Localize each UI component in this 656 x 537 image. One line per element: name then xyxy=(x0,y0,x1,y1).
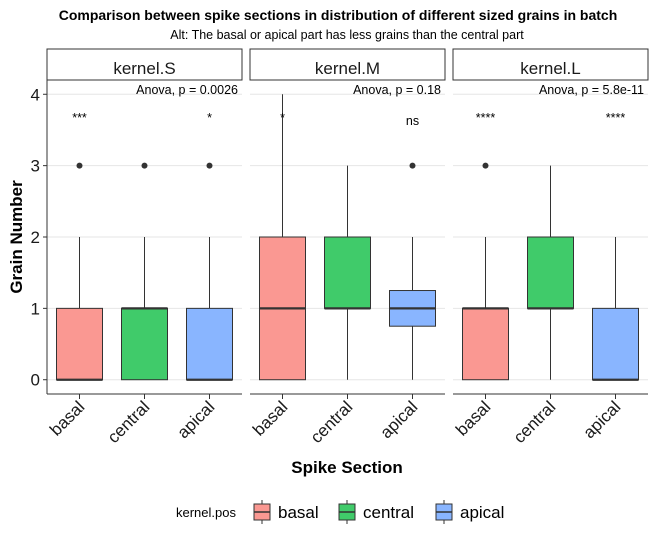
x-tick-label: apical xyxy=(173,397,218,442)
outlier-point xyxy=(206,162,213,169)
outlier-point xyxy=(141,162,148,169)
legend-label-central: central xyxy=(363,503,414,522)
y-tick-label: 1 xyxy=(31,299,40,318)
facet-label: kernel.L xyxy=(520,59,580,78)
facet-strip xyxy=(46,48,243,81)
y-tick-label: 2 xyxy=(31,228,40,247)
x-tick-label: basal xyxy=(249,397,291,439)
y-tick-label: 3 xyxy=(31,157,40,176)
box-basal xyxy=(56,307,103,381)
anova-label: Anova, p = 5.8e-11 xyxy=(539,83,644,97)
x-tick-label: basal xyxy=(452,397,494,439)
significance-label: *** xyxy=(72,111,87,125)
box-central xyxy=(527,236,574,309)
significance-label: **** xyxy=(606,111,626,125)
y-tick-label: 4 xyxy=(31,85,40,104)
facet-label: kernel.S xyxy=(113,59,175,78)
box-central xyxy=(121,307,168,381)
x-tick-label: basal xyxy=(46,397,88,439)
significance-label: * xyxy=(207,111,212,125)
outlier-point xyxy=(409,162,416,169)
box-central xyxy=(324,236,371,309)
box-apical xyxy=(592,307,639,381)
facet-strip xyxy=(249,48,446,81)
facets: kernel.S Anova, p = 0.0026 basal *** central… xyxy=(31,48,649,447)
x-tick-label: central xyxy=(307,397,357,447)
outlier-point xyxy=(76,162,83,169)
box-basal xyxy=(462,307,509,381)
significance-label: **** xyxy=(476,111,496,125)
legend-label-basal: basal xyxy=(278,503,319,522)
legend-title: kernel.pos xyxy=(176,505,236,520)
x-tick-label: apical xyxy=(579,397,624,442)
x-tick-label: central xyxy=(510,397,560,447)
facet-strip xyxy=(452,48,649,81)
x-tick-label: apical xyxy=(376,397,421,442)
significance-label: * xyxy=(280,111,285,125)
x-axis-title: Spike Section xyxy=(291,458,402,477)
chart-title: Comparison between spike sections in dis… xyxy=(59,7,618,23)
legend-label-apical: apical xyxy=(460,503,504,522)
y-tick-label: 0 xyxy=(31,371,40,390)
outlier-point xyxy=(482,162,489,169)
facet-label: kernel.M xyxy=(315,59,380,78)
anova-label: Anova, p = 0.0026 xyxy=(136,83,238,97)
box-apical xyxy=(186,307,233,381)
legend: kernel.pos basal central apical xyxy=(176,500,504,524)
anova-label: Anova, p = 0.18 xyxy=(353,83,441,97)
y-axis-title: Grain Number xyxy=(7,180,26,294)
significance-label: ns xyxy=(406,114,419,128)
x-tick-label: central xyxy=(104,397,154,447)
chart-subtitle: Alt: The basal or apical part has less g… xyxy=(170,28,524,42)
